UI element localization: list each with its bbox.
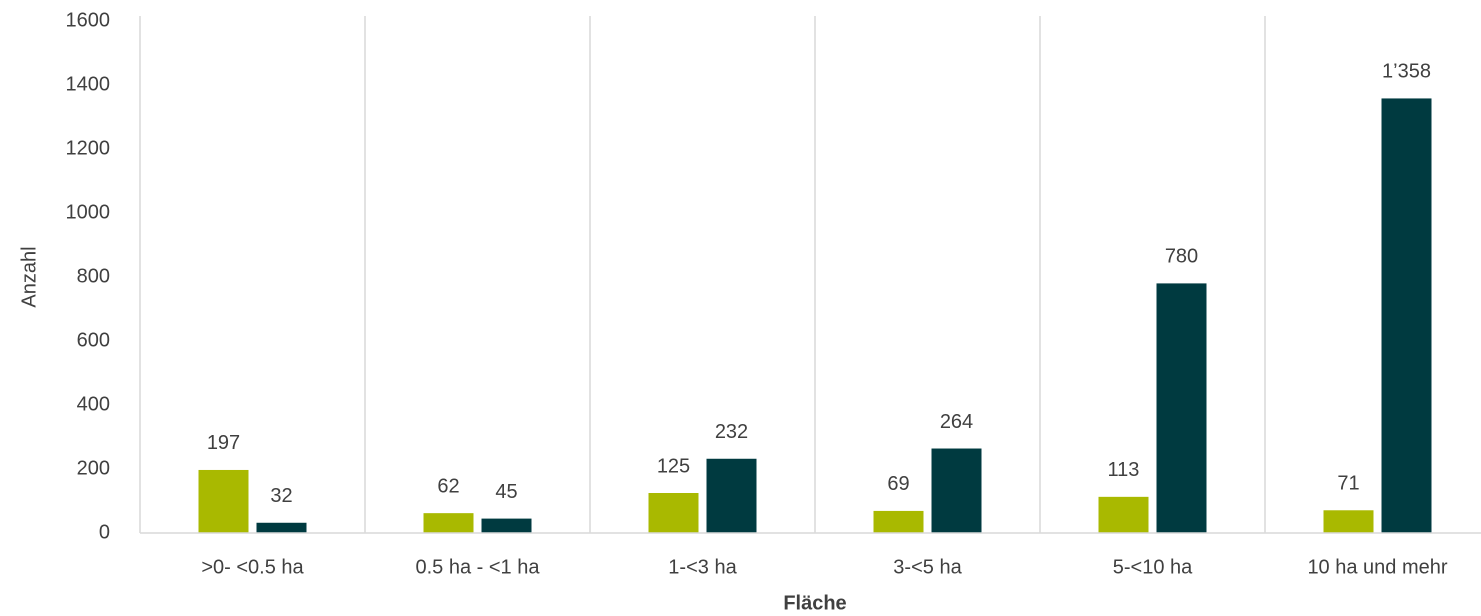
bar (1323, 510, 1374, 533)
y-tick-label: 1400 (66, 73, 111, 95)
y-tick-label: 800 (77, 265, 110, 287)
y-axis-label: Anzahl (18, 246, 40, 307)
bar (1156, 283, 1207, 533)
value-label: 62 (437, 475, 459, 497)
x-tick-label: >0- <0.5 ha (201, 556, 304, 578)
value-label: 113 (1108, 459, 1140, 481)
bar (931, 448, 982, 533)
x-axis-label: Fläche (783, 592, 846, 614)
value-label: 32 (270, 485, 292, 507)
y-tick-label: 1000 (66, 201, 111, 223)
bar (256, 522, 307, 533)
bar (873, 510, 924, 533)
y-tick-label: 1200 (66, 137, 111, 159)
bar (481, 518, 532, 533)
bar (648, 493, 699, 533)
value-label: 264 (940, 411, 973, 433)
bar (198, 469, 249, 533)
y-tick-label: 1600 (66, 9, 111, 31)
bar (1098, 496, 1149, 533)
value-label: 232 (715, 421, 748, 443)
x-tick-label: 3-<5 ha (893, 556, 962, 578)
value-label: 197 (207, 432, 240, 454)
bar (423, 513, 474, 533)
x-tick-label: 1-<3 ha (668, 556, 737, 578)
y-tick-label: 200 (77, 457, 110, 479)
bar (1381, 98, 1432, 533)
y-tick-label: 400 (77, 393, 110, 415)
x-tick-label: 10 ha und mehr (1307, 556, 1447, 578)
x-tick-label: 5-<10 ha (1113, 556, 1193, 578)
value-label: 1’358 (1382, 61, 1431, 83)
value-label: 125 (657, 455, 690, 477)
bar (706, 458, 757, 533)
y-tick-label: 0 (99, 521, 110, 543)
value-label: 45 (495, 481, 517, 503)
y-tick-label: 600 (77, 329, 110, 351)
x-tick-label: 0.5 ha - <1 ha (416, 556, 541, 578)
value-label: 780 (1165, 246, 1198, 268)
value-label: 69 (887, 473, 909, 495)
value-label: 71 (1337, 473, 1359, 495)
